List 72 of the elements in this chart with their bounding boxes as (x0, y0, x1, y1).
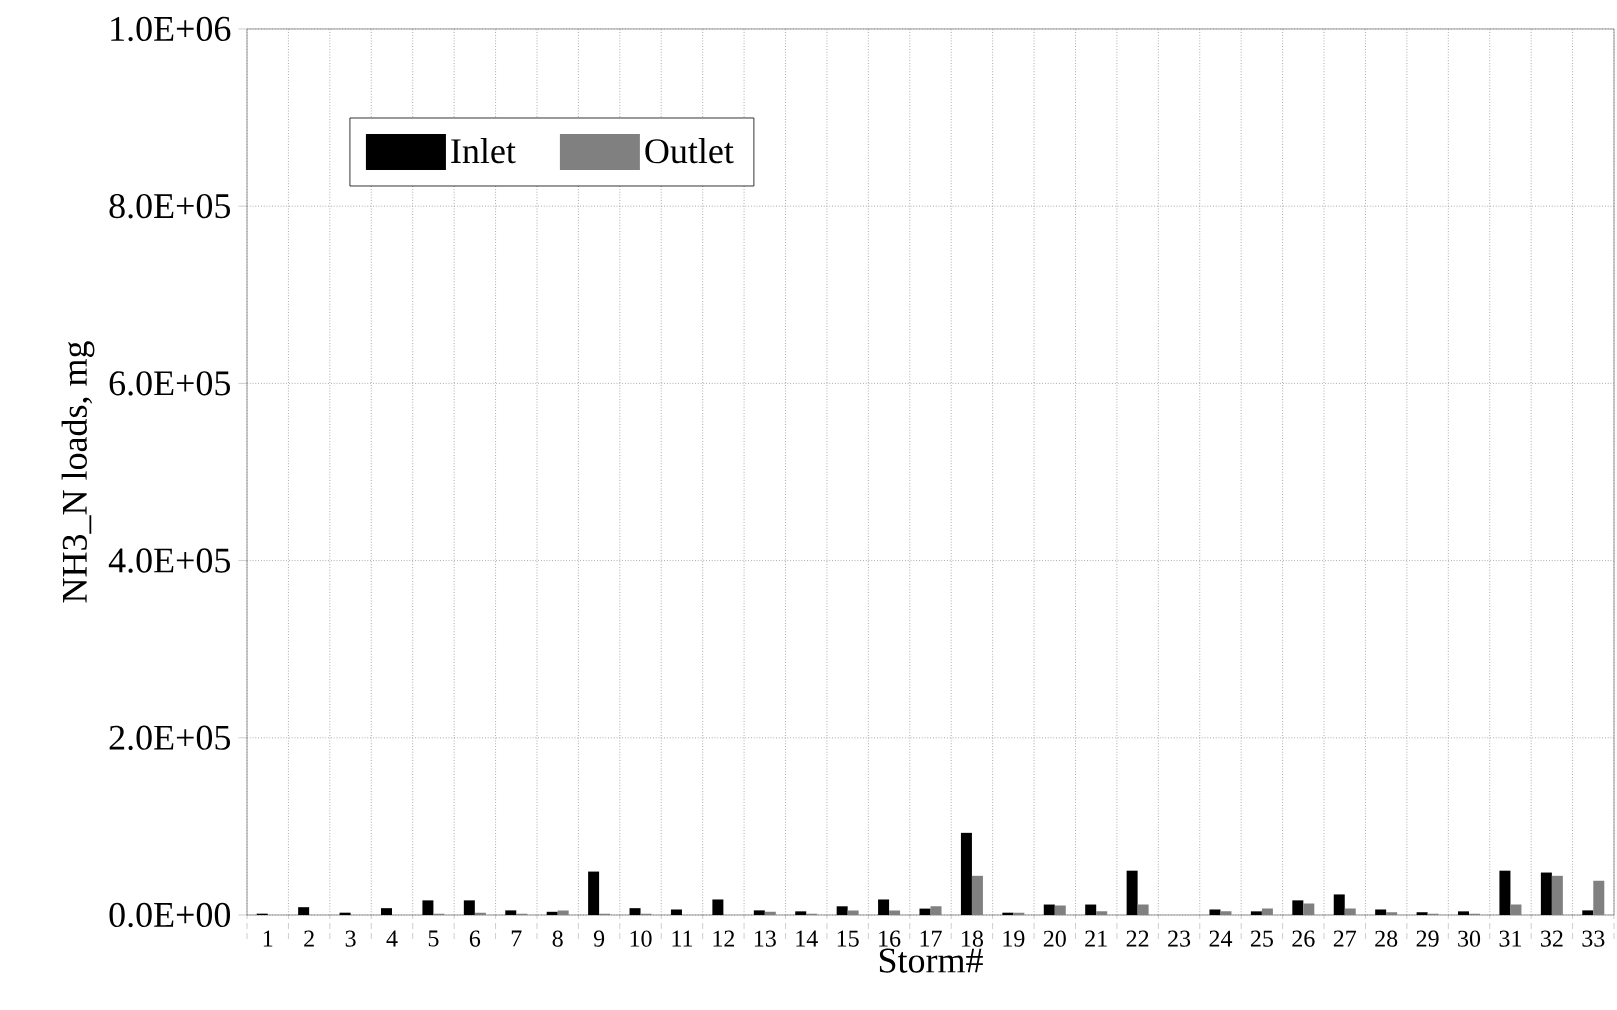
y-tick-label: 2.0E+05 (109, 725, 230, 750)
x-tick-label: 21 (1085, 930, 1107, 947)
x-tick-label: 2 (304, 930, 314, 947)
bar (960, 832, 972, 915)
x-tick-label: 27 (1333, 930, 1357, 947)
x-tick-label: 22 (1126, 930, 1149, 947)
x-tick-label: 24 (1209, 930, 1233, 947)
x-tick-label: 1 (263, 930, 273, 947)
x-tick-label: 16 (879, 930, 901, 947)
x-tick-label: 19 (1003, 930, 1025, 947)
bar (1043, 904, 1055, 915)
x-tick-label: 25 (1250, 930, 1273, 947)
bar (1126, 870, 1138, 915)
bar (1209, 909, 1221, 915)
y-tick-label: 0.0E+00 (109, 902, 231, 928)
bar (298, 907, 310, 915)
bar (795, 911, 807, 915)
x-tick-label: 12 (713, 930, 735, 947)
x-tick-label: 26 (1292, 930, 1315, 947)
y-tick-label: 4.0E+05 (108, 548, 230, 573)
bar (1333, 894, 1345, 915)
bar (629, 908, 641, 915)
x-tick-label: 9 (593, 930, 605, 947)
x-tick-label: 13 (754, 930, 776, 947)
bar (505, 910, 517, 915)
bar (463, 900, 475, 915)
bar (588, 871, 600, 915)
x-tick-label: 20 (1043, 930, 1066, 947)
bar (1582, 910, 1594, 915)
bar (1250, 911, 1262, 915)
x-tick-label: 18 (962, 930, 983, 947)
x-tick-label: 33 (1582, 930, 1605, 947)
bar (712, 899, 724, 915)
x-tick-label: 23 (1168, 930, 1191, 947)
x-tick-label: 10 (630, 930, 652, 947)
y-tick-label: 1.0E+06 (111, 16, 231, 42)
bar (1085, 904, 1097, 915)
x-axis-title: Storm# (879, 948, 983, 973)
legend-label: Outlet (645, 137, 734, 164)
bar (1540, 872, 1552, 915)
x-tick-label: 5 (428, 930, 439, 947)
x-tick-label: 15 (837, 930, 859, 947)
bar (1458, 911, 1470, 915)
y-tick-label: 6.0E+05 (109, 371, 230, 396)
x-tick-label: 3 (345, 930, 356, 947)
x-tick-label: 8 (552, 930, 563, 947)
y-axis-title: NH3_N loads, mg (61, 341, 95, 603)
bar (1416, 912, 1428, 915)
bar (546, 911, 558, 915)
bar (753, 910, 765, 915)
x-tick-label: 32 (1541, 930, 1563, 947)
bar (919, 908, 931, 915)
bar (878, 899, 890, 915)
x-tick-label: 31 (1499, 930, 1522, 947)
bar (422, 900, 434, 915)
legend-label: Inlet (451, 137, 516, 164)
bar (1499, 870, 1511, 915)
bar (1292, 900, 1304, 915)
x-tick-label: 29 (1416, 930, 1439, 947)
bar (836, 906, 848, 915)
bar (670, 909, 682, 915)
x-tick-label: 6 (469, 930, 481, 947)
x-tick-label: 11 (672, 930, 693, 947)
x-tick-label: 7 (511, 930, 522, 947)
x-tick-label: 4 (386, 930, 398, 947)
x-tick-label: 17 (920, 930, 942, 947)
bar (1375, 909, 1387, 915)
bar (380, 908, 392, 915)
y-tick-label: 8.0E+05 (109, 193, 230, 219)
x-tick-label: 28 (1375, 930, 1398, 947)
x-tick-label: 30 (1458, 930, 1481, 947)
x-tick-label: 14 (796, 930, 818, 947)
